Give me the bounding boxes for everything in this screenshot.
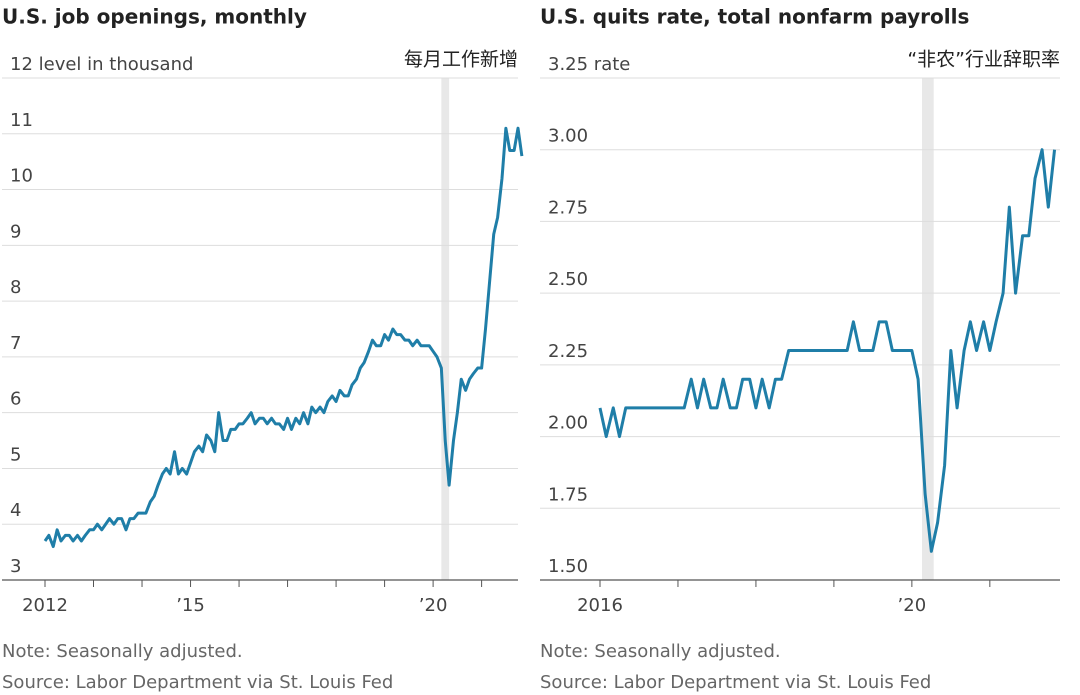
source: Source: Labor Department via St. Louis F…: [540, 672, 931, 693]
recession-shade: [922, 78, 934, 580]
x-tick-label: 2012: [22, 595, 68, 616]
y-tick-label: 1.75: [548, 484, 588, 505]
y-tick-label: 4: [10, 500, 21, 521]
x-tick-label: ’20: [898, 595, 927, 616]
y-tick-label: 2.50: [548, 269, 588, 290]
chart-title: U.S. quits rate, total nonfarm payrolls: [540, 5, 969, 29]
chart-title: U.S. job openings, monthly: [2, 5, 307, 29]
y-tick-label: 3.00: [548, 126, 588, 147]
y-tick-label: 11: [10, 110, 33, 131]
x-tick-label: ’15: [176, 595, 205, 616]
data-line: [598, 148, 1057, 553]
annotation: “非农”行业辞职率: [907, 49, 1060, 71]
x-tick-label: ’20: [419, 595, 448, 616]
y-tick-label: 3.25 rate: [548, 54, 630, 75]
annotation: 每月工作新增: [404, 49, 518, 71]
data-line: [43, 126, 524, 549]
y-tick-label: 6: [10, 389, 21, 410]
recession-shade: [441, 78, 450, 580]
source: Source: Labor Department via St. Louis F…: [2, 672, 393, 693]
y-tick-label: 12 level in thousand: [10, 54, 193, 75]
y-tick-label: 1.50: [548, 556, 588, 577]
y-tick-label: 9: [10, 221, 21, 242]
y-tick-label: 3: [10, 556, 21, 577]
y-tick-label: 10: [10, 166, 33, 187]
y-tick-label: 2.75: [548, 197, 588, 218]
y-tick-label: 7: [10, 333, 21, 354]
note: Note: Seasonally adjusted.: [2, 641, 243, 662]
y-tick-label: 5: [10, 444, 21, 465]
y-tick-label: 2.00: [548, 413, 588, 434]
y-tick-label: 2.25: [548, 341, 588, 362]
y-tick-label: 8: [10, 277, 21, 298]
note: Note: Seasonally adjusted.: [540, 641, 781, 662]
x-tick-label: 2016: [577, 595, 623, 616]
